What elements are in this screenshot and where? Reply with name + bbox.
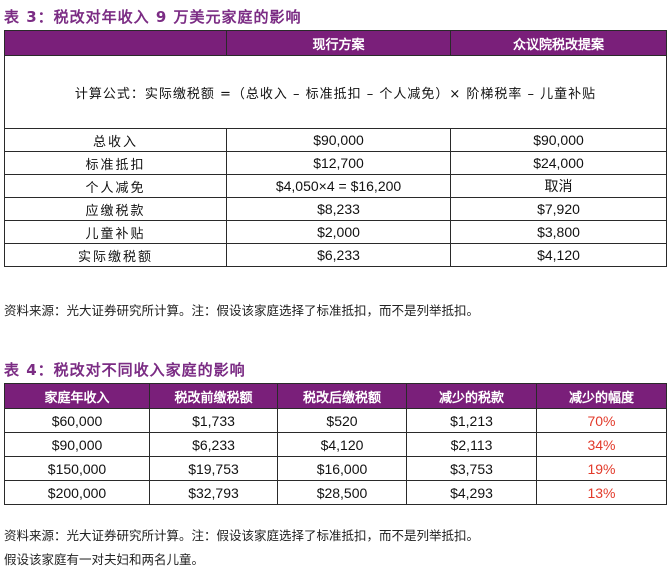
pct-cell: 13% [536, 480, 667, 505]
table3-header-current: 现行方案 [226, 30, 451, 56]
before-cell: $6,233 [149, 432, 278, 457]
before-cell: $1,733 [149, 408, 278, 433]
table-row: 儿童补贴 $2,000 $3,800 [4, 220, 667, 244]
header-before: 税改前缴税额 [149, 383, 278, 409]
reduced-cell: $3,753 [406, 456, 537, 481]
income-cell: $150,000 [4, 456, 150, 481]
proposal-value: $24,000 [450, 151, 667, 175]
before-cell: $32,793 [149, 480, 278, 505]
table4-assumption-note: 假设该家庭有一对夫妇和两名儿童。 [4, 552, 205, 567]
row-label: 儿童补贴 [4, 220, 227, 244]
header-reduced: 减少的税款 [406, 383, 537, 409]
table3-title: 表 3：税改对年收入 9 万美元家庭的影响 [4, 8, 302, 26]
tax-formula: 计算公式：实际缴税额 =（总收入 – 标准抵扣 – 个人减免）× 阶梯税率 – … [4, 55, 667, 129]
after-cell: $28,500 [277, 480, 407, 505]
table4-header-row: 家庭年收入 税改前缴税额 税改后缴税额 减少的税款 减少的幅度 [4, 383, 667, 409]
proposal-value: 取消 [450, 174, 667, 198]
after-cell: $16,000 [277, 456, 407, 481]
table-row: 总收入 $90,000 $90,000 [4, 128, 667, 152]
row-label: 应缴税款 [4, 197, 227, 221]
table3-header-row: 现行方案 众议院税改提案 [4, 30, 667, 56]
proposal-value: $4,120 [450, 243, 667, 267]
reduced-cell: $2,113 [406, 432, 537, 457]
proposal-value: $3,800 [450, 220, 667, 244]
after-cell: $4,120 [277, 432, 407, 457]
table-row: $90,000 $6,233 $4,120 $2,113 34% [4, 432, 667, 457]
header-after: 税改后缴税额 [277, 383, 407, 409]
pct-cell: 70% [536, 408, 667, 433]
income-cell: $60,000 [4, 408, 150, 433]
table-row: $60,000 $1,733 $520 $1,213 70% [4, 408, 667, 433]
table3-formula-row: 计算公式：实际缴税额 =（总收入 – 标准抵扣 – 个人减免）× 阶梯税率 – … [4, 55, 667, 129]
header-pct: 减少的幅度 [536, 383, 667, 409]
table-row: 实际缴税额 $6,233 $4,120 [4, 243, 667, 267]
proposal-value: $90,000 [450, 128, 667, 152]
row-label: 个人减免 [4, 174, 227, 198]
current-value: $2,000 [226, 220, 451, 244]
row-label: 实际缴税额 [4, 243, 227, 267]
before-cell: $19,753 [149, 456, 278, 481]
current-value: $6,233 [226, 243, 451, 267]
header-income: 家庭年收入 [4, 383, 150, 409]
pct-cell: 34% [536, 432, 667, 457]
table-row: $150,000 $19,753 $16,000 $3,753 19% [4, 456, 667, 481]
income-cell: $200,000 [4, 480, 150, 505]
current-value: $90,000 [226, 128, 451, 152]
row-label: 总收入 [4, 128, 227, 152]
table4-source-note: 资料来源：光大证券研究所计算。注：假设该家庭选择了标准抵扣，而不是列举抵扣。 [4, 528, 480, 543]
table3-header-blank [4, 30, 227, 56]
table4-title: 表 4：税改对不同收入家庭的影响 [4, 361, 246, 379]
table3-header-proposal: 众议院税改提案 [450, 30, 667, 56]
table-row: $200,000 $32,793 $28,500 $4,293 13% [4, 480, 667, 505]
row-label: 标准抵扣 [4, 151, 227, 175]
current-value: $8,233 [226, 197, 451, 221]
income-cell: $90,000 [4, 432, 150, 457]
table3: 现行方案 众议院税改提案 计算公式：实际缴税额 =（总收入 – 标准抵扣 – 个… [4, 30, 667, 267]
current-value: $12,700 [226, 151, 451, 175]
reduced-cell: $1,213 [406, 408, 537, 433]
proposal-value: $7,920 [450, 197, 667, 221]
current-value: $4,050×4 = $16,200 [226, 174, 451, 198]
table-row: 应缴税款 $8,233 $7,920 [4, 197, 667, 221]
pct-cell: 19% [536, 456, 667, 481]
table-row: 个人减免 $4,050×4 = $16,200 取消 [4, 174, 667, 198]
after-cell: $520 [277, 408, 407, 433]
reduced-cell: $4,293 [406, 480, 537, 505]
table-row: 标准抵扣 $12,700 $24,000 [4, 151, 667, 175]
table3-source-note: 资料来源：光大证券研究所计算。注：假设该家庭选择了标准抵扣，而不是列举抵扣。 [4, 303, 480, 318]
table4: 家庭年收入 税改前缴税额 税改后缴税额 减少的税款 减少的幅度 $60,000 … [4, 383, 667, 505]
